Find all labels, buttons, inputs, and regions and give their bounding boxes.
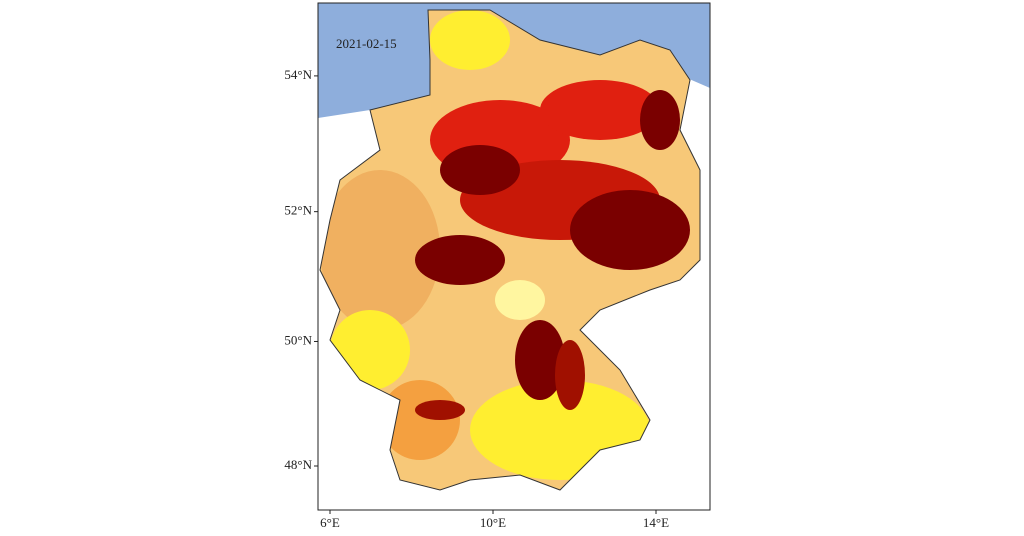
country-border <box>319 9 701 491</box>
lat-tick-label: 50°N <box>284 332 312 347</box>
patch <box>555 340 585 410</box>
map-frame <box>317 2 711 511</box>
patch <box>430 10 510 70</box>
lat-tick-label: 48°N <box>284 457 312 472</box>
lon-tick-label: 14°E <box>643 515 669 530</box>
lon-tick-label: 6°E <box>320 515 340 530</box>
lat-tick-label: 52°N <box>284 203 312 218</box>
lat-tick-label: 54°N <box>284 67 312 82</box>
patch <box>515 320 565 400</box>
lon-tick-label: 10°E <box>480 515 506 530</box>
map-area <box>318 3 710 510</box>
patch <box>540 80 660 140</box>
patch <box>570 190 690 270</box>
patch <box>440 145 520 195</box>
patch <box>320 170 440 330</box>
patch <box>415 400 465 420</box>
date-label: 2021-02-15 <box>336 36 397 51</box>
patch <box>495 280 545 320</box>
sea <box>318 3 710 118</box>
patch <box>640 90 680 150</box>
patch <box>415 235 505 285</box>
